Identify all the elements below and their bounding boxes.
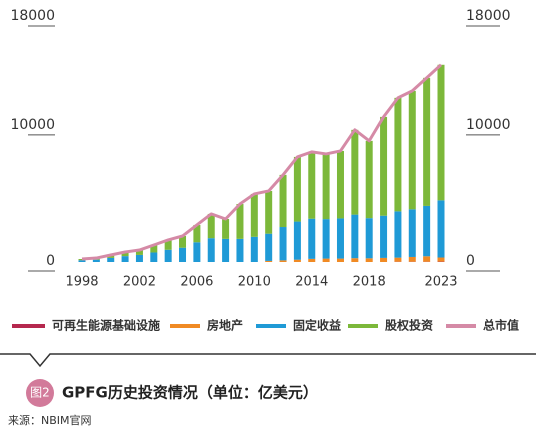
x-tick-label: 1998 xyxy=(65,275,98,290)
x-tick-label: 2006 xyxy=(180,275,213,290)
bar-segment xyxy=(351,258,359,262)
bar-segment xyxy=(250,193,258,237)
legend-label: 可再生能源基础设施 xyxy=(52,318,160,333)
x-tick-label: 2014 xyxy=(295,275,328,290)
bar-segment xyxy=(207,238,215,262)
bar-segment xyxy=(121,256,129,262)
bar-segment xyxy=(293,259,301,262)
bar-segment xyxy=(423,256,431,262)
bar-segment xyxy=(236,238,244,262)
bar-segment xyxy=(365,140,373,219)
bar-segment xyxy=(423,77,431,206)
legend-label: 总市值 xyxy=(483,318,519,333)
x-tick-label: 2002 xyxy=(123,275,156,290)
divider xyxy=(0,353,536,368)
bar-segment xyxy=(135,250,143,255)
bar-segment xyxy=(265,260,273,262)
bar-segment xyxy=(322,219,330,259)
bar-segment xyxy=(135,254,143,262)
legend-label: 固定收益 xyxy=(293,318,341,333)
figure-label: 图2 xyxy=(30,386,50,400)
bar-segment xyxy=(351,214,359,259)
bar-segment xyxy=(179,247,187,262)
bar-segment xyxy=(394,211,402,258)
bar-segment xyxy=(437,257,445,262)
legend-label: 房地产 xyxy=(207,318,243,333)
bar-segment xyxy=(351,129,359,215)
bar-segment xyxy=(308,258,316,262)
bar-segment xyxy=(336,258,344,262)
bar-segment xyxy=(437,64,445,201)
y-tick-label: 18000 xyxy=(10,8,55,24)
bar-segment xyxy=(279,227,287,261)
bar-segment xyxy=(380,116,388,216)
bar-segment xyxy=(293,156,301,222)
bar-segment xyxy=(265,233,273,261)
bar-segment xyxy=(179,236,187,248)
bar-segment xyxy=(236,204,244,239)
bar-segment xyxy=(92,259,100,262)
bar-segment xyxy=(78,260,86,262)
bar-segment xyxy=(279,260,287,262)
figure-badge xyxy=(26,379,54,407)
y-tick-label: 10000 xyxy=(10,117,55,133)
x-tick-label: 2010 xyxy=(238,275,271,290)
bar-segment xyxy=(279,174,287,228)
bar-segment xyxy=(394,97,402,212)
bar-segment xyxy=(308,218,316,259)
bar-segment xyxy=(265,190,273,234)
bar-segment xyxy=(78,259,86,261)
bar-segment xyxy=(193,224,201,243)
total-line xyxy=(81,63,443,261)
bar-segment xyxy=(222,218,230,239)
y-tick-label: 0 xyxy=(46,253,55,269)
bar-segment xyxy=(380,215,388,258)
bar-segment xyxy=(322,153,330,220)
bar-segment xyxy=(293,221,301,260)
bar-segment xyxy=(107,257,115,262)
bar-segment xyxy=(250,236,258,262)
bar-segment xyxy=(308,151,316,219)
bar-segment xyxy=(322,258,330,262)
bar-segment xyxy=(150,252,158,262)
bar-segment xyxy=(207,213,215,239)
bar-segment xyxy=(408,256,416,262)
bar-segment xyxy=(164,249,172,262)
bar-segment xyxy=(408,209,416,257)
bar-segment xyxy=(423,205,431,257)
bar-segment xyxy=(365,258,373,262)
bar-segment xyxy=(394,257,402,262)
x-tick-label: 2018 xyxy=(353,275,386,290)
bar-segment xyxy=(164,239,172,250)
bar-segment xyxy=(336,150,344,219)
bar-segment xyxy=(121,251,129,257)
bar-segment xyxy=(408,90,416,210)
bar-segment xyxy=(380,257,388,262)
chart-title: GPFG历史投资情况（单位：亿美元） xyxy=(62,384,318,402)
bar-segment xyxy=(336,218,344,259)
bar-segment xyxy=(222,238,230,262)
y2-tick-label: 18000 xyxy=(466,8,511,24)
bar-segment xyxy=(365,218,373,259)
bar-segment xyxy=(150,244,158,253)
legend-label: 股权投资 xyxy=(385,318,433,333)
x-tick-label: 2023 xyxy=(424,275,457,290)
bar-segment xyxy=(193,242,201,262)
y2-tick-label: 10000 xyxy=(466,117,511,133)
source: 来源：NBIM官网 xyxy=(8,413,92,427)
y2-tick-label: 0 xyxy=(466,253,475,269)
bar-segment xyxy=(437,200,445,258)
